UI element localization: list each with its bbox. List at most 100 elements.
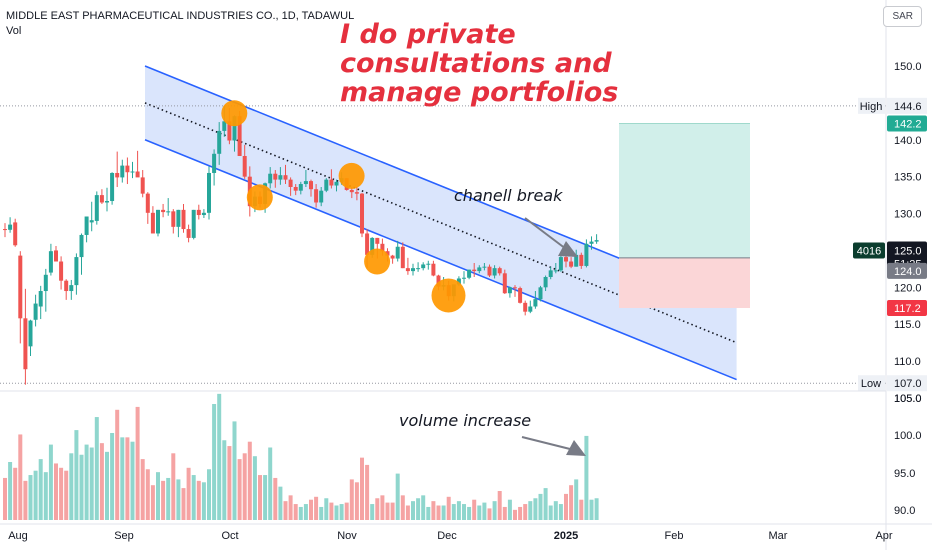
volume-bar: [507, 499, 512, 520]
time-tick-label: Sep: [114, 530, 134, 542]
candle-body: [288, 179, 293, 187]
price-tag-entry-bg: [887, 262, 927, 279]
candle-body: [28, 320, 33, 347]
candle-body: [181, 209, 186, 230]
long-position-tool[interactable]: [619, 123, 750, 308]
volume-bar: [436, 505, 441, 520]
volume-bar: [553, 501, 558, 520]
volume-bar: [120, 437, 125, 520]
candle-body: [69, 285, 74, 292]
volume-tick-label: 90.0: [894, 505, 915, 517]
volume-bar: [334, 505, 339, 520]
candle-body: [278, 175, 283, 180]
volume-bar: [38, 459, 43, 520]
volume-bar: [186, 467, 191, 520]
candle-body: [497, 268, 502, 274]
volume-bar: [191, 475, 196, 520]
volume-bar: [564, 493, 568, 520]
volume-bar: [222, 440, 227, 520]
stop-zone: [619, 257, 750, 308]
volume-bar: [232, 421, 237, 520]
volume-bar: [288, 495, 293, 520]
channel-lower-line: [144, 139, 737, 381]
symbol-title[interactable]: MIDDLE EAST PHARMACEUTICAL INDUSTRIES CO…: [6, 10, 355, 22]
candle-body: [507, 287, 512, 294]
price-tick-label: 105.0: [894, 393, 922, 405]
candle-body: [13, 222, 18, 246]
volume-bar: [8, 462, 13, 520]
candle-body: [579, 254, 584, 266]
volume-bar: [497, 491, 502, 520]
candle-body: [145, 193, 150, 213]
candle-body: [365, 233, 370, 255]
candle-body: [232, 116, 237, 141]
volume-bar: [548, 505, 553, 520]
candle-body: [395, 246, 400, 259]
volume-bar: [431, 501, 436, 520]
candle-body: [390, 255, 395, 259]
high-value-bg: [887, 97, 927, 114]
volume-bar: [59, 467, 64, 520]
low-value: 107.0: [894, 378, 922, 390]
volume-bar: [3, 477, 7, 520]
candle-body: [18, 255, 23, 319]
candle-body: [48, 251, 53, 273]
candle-body: [319, 190, 324, 203]
volume-indicator-label[interactable]: Vol: [6, 25, 22, 37]
volume-bar: [23, 480, 28, 520]
volume-bar: [150, 485, 155, 520]
volume-bar: [115, 409, 120, 520]
volume-bar: [166, 477, 171, 520]
price-tick-label: 150.0: [894, 61, 922, 73]
volume-bar: [492, 501, 497, 520]
candle-body: [426, 263, 431, 265]
volume-bar: [314, 496, 319, 520]
volume-bar: [130, 441, 135, 520]
low-level-label: Low: [861, 378, 881, 390]
candle-body: [324, 179, 329, 191]
candle-body: [472, 269, 477, 272]
price-tick-label: 120.0: [894, 282, 922, 294]
candle-body: [191, 209, 196, 238]
candle-body: [140, 177, 145, 194]
currency-button[interactable]: SAR: [883, 6, 922, 27]
volume-bar: [339, 504, 344, 520]
channel-arrow-head: [558, 241, 578, 257]
volume-bar: [161, 480, 166, 520]
price-tag-target: 142.2: [894, 119, 922, 131]
volume-bar: [237, 459, 242, 520]
price-tick-label: 110.0: [894, 356, 921, 368]
candle-body: [283, 175, 288, 180]
candle-body: [548, 270, 553, 278]
volume-bar: [400, 495, 405, 520]
time-tick-label: Feb: [665, 530, 684, 542]
candle-body: [303, 181, 308, 185]
volume-bar: [385, 502, 390, 520]
volume-bar: [360, 457, 364, 520]
volume-bar: [446, 496, 451, 520]
touch-markers: [221, 100, 466, 313]
candle-body: [293, 186, 298, 191]
volume-bar: [405, 505, 410, 520]
volume-bar: [538, 493, 543, 520]
price-tag-entry: 124.0: [894, 266, 922, 278]
candle-body: [553, 270, 558, 272]
candle-body: [569, 261, 574, 267]
high-level-label: High: [860, 101, 883, 113]
candle-body: [186, 229, 191, 238]
volume-bar: [99, 443, 104, 520]
volume-bar: [268, 447, 273, 520]
volume-bar: [252, 456, 257, 520]
annotation-arrows: [521, 217, 586, 456]
volume-bar: [89, 447, 94, 520]
candle-body: [574, 254, 579, 267]
candle-body: [54, 250, 58, 262]
volume-bar: [303, 504, 308, 520]
price-tick-label: 130.0: [894, 209, 922, 221]
volume-bar: [278, 486, 283, 520]
candle-body: [171, 211, 176, 227]
volume-bar: [487, 508, 492, 520]
touch-marker: [364, 248, 391, 275]
